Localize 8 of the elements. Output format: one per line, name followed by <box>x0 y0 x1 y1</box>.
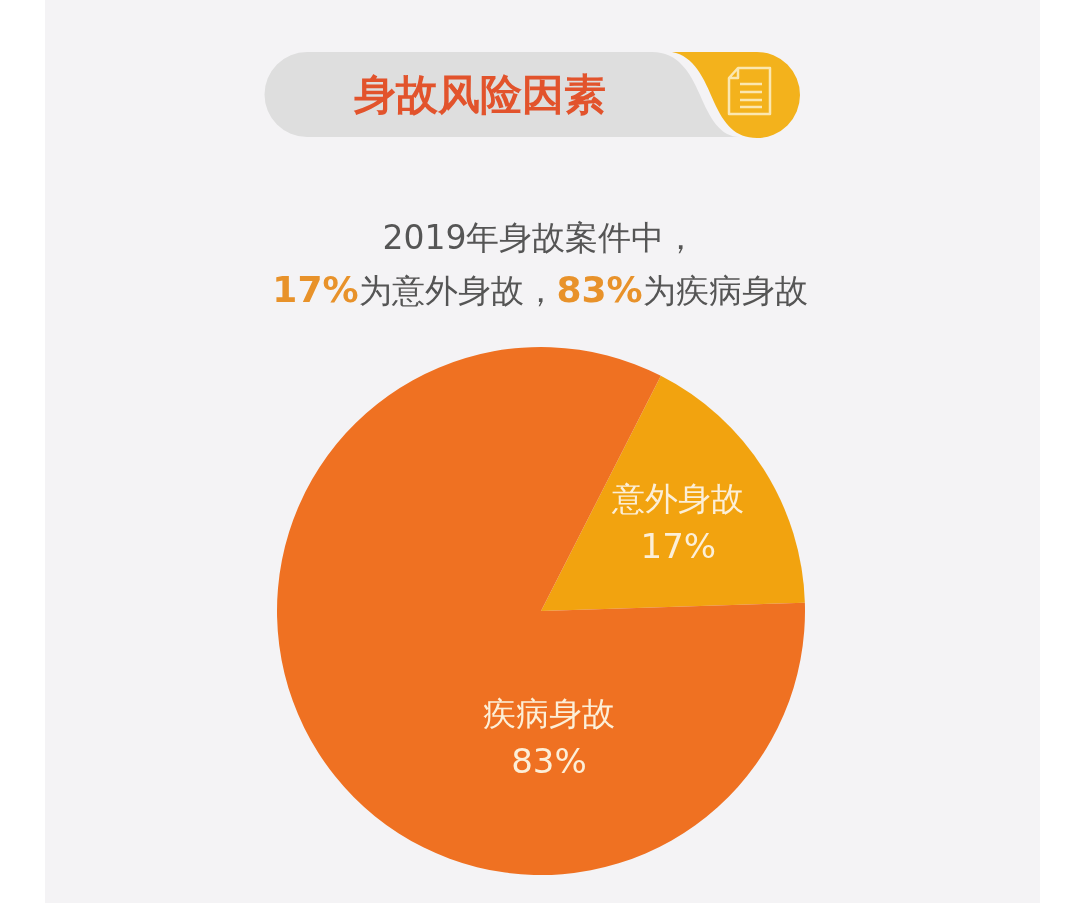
slice-label: 疾病身故 <box>483 693 616 733</box>
pie-slice <box>541 375 805 611</box>
pie-slice <box>277 347 805 875</box>
slice-label: 意外身故 <box>611 478 745 518</box>
chart-subtitle: 2019年身故案件中， 17%为意外身故，83%为疾病身故 <box>272 218 808 310</box>
chart-title: 身故风险因素 <box>353 69 607 121</box>
data-label: 17% <box>640 525 717 566</box>
data-label: 83% <box>511 740 587 781</box>
